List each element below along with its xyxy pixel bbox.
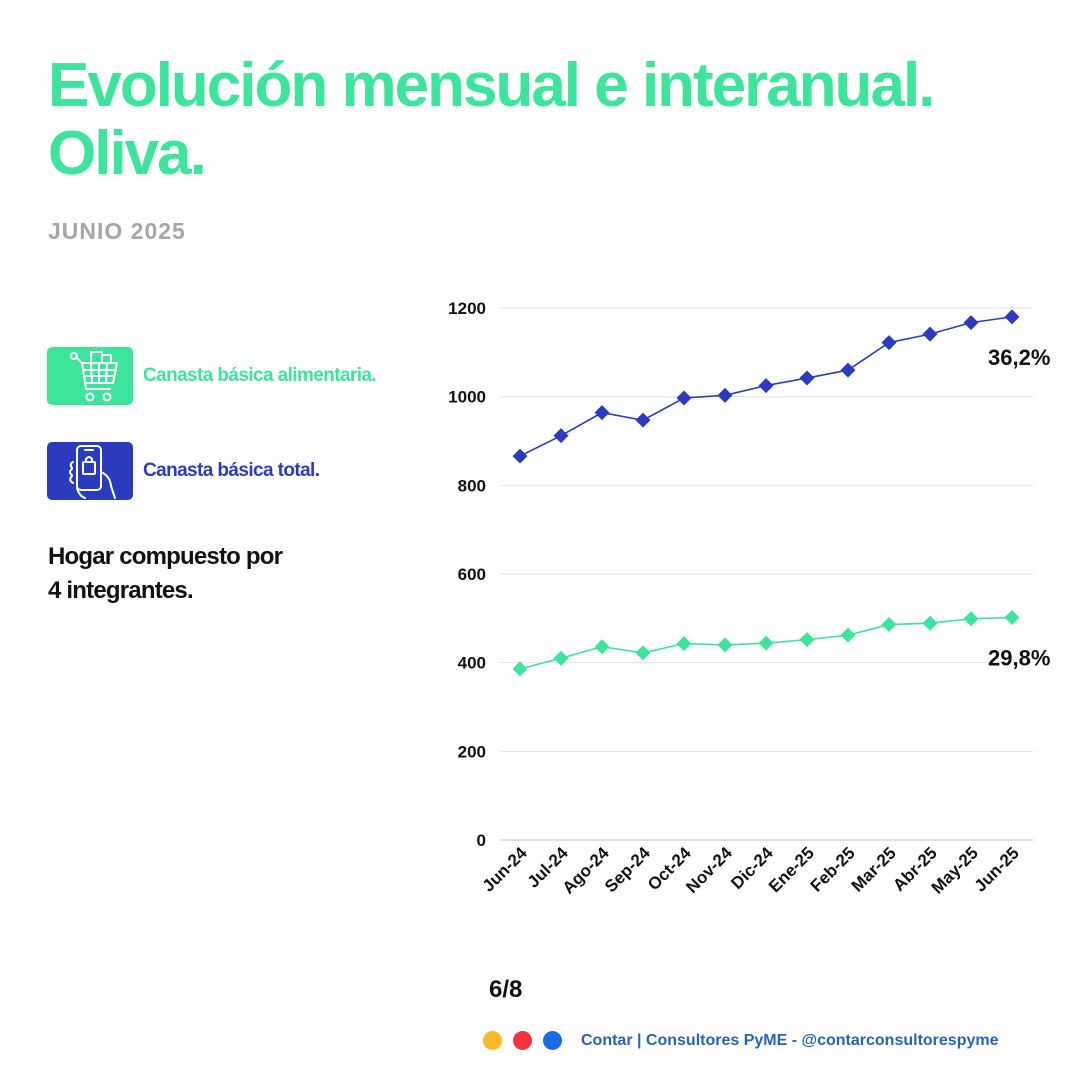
- phone-shopping-bag-icon: [47, 442, 133, 500]
- end-label-cba: 29,8%: [988, 645, 1050, 670]
- data-point-cba: [963, 611, 979, 627]
- household-note-line-2: 4 integrantes.: [48, 577, 194, 604]
- footer: Contar | Consultores PyME - @contarconsu…: [483, 1031, 998, 1050]
- x-tick-label: Jun-25: [971, 843, 1023, 895]
- legend-label-cba: Canasta básica alimentaria.: [143, 365, 377, 386]
- data-point-cbt: [840, 362, 856, 378]
- subtitle: JUNIO 2025: [48, 218, 186, 244]
- data-point-cbt: [553, 428, 569, 444]
- end-label-cbt: 36,2%: [988, 345, 1050, 370]
- data-point-cba: [635, 645, 651, 661]
- data-point-cba: [553, 650, 569, 666]
- yellow-dot-icon: [483, 1031, 502, 1050]
- data-point-cbt: [881, 335, 897, 351]
- data-point-cba: [758, 635, 774, 651]
- x-tick-label: Nov-24: [682, 843, 736, 897]
- data-point-cbt: [758, 378, 774, 394]
- legend-item-cbt: Canasta básica total.: [47, 442, 320, 500]
- page-number: 6/8: [489, 976, 523, 1003]
- legend-item-cba: Canasta básica alimentaria.: [47, 347, 377, 405]
- data-point-cba: [840, 627, 856, 643]
- y-tick-label: 800: [458, 476, 486, 495]
- data-point-cbt: [1004, 309, 1020, 325]
- footer-credit: Contar | Consultores PyME - @contarconsu…: [581, 1031, 999, 1049]
- y-tick-label: 200: [458, 742, 486, 761]
- x-tick-label: Ene-25: [765, 843, 818, 896]
- data-point-cbt: [635, 412, 651, 428]
- data-point-cbt: [512, 448, 528, 464]
- title-line-2: Oliva.: [48, 119, 207, 188]
- red-dot-icon: [513, 1031, 532, 1050]
- data-point-cba: [512, 661, 528, 677]
- data-point-cbt: [717, 387, 733, 403]
- x-tick-label: Ago-24: [559, 843, 614, 898]
- data-point-cbt: [799, 370, 815, 386]
- x-tick-label: Sep-24: [601, 843, 654, 896]
- data-point-cbt: [676, 390, 692, 406]
- y-tick-label: 400: [458, 654, 486, 673]
- data-point-cba: [881, 617, 897, 633]
- y-tick-label: 1200: [448, 299, 486, 318]
- data-point-cbt: [594, 405, 610, 421]
- data-point-cba: [799, 632, 815, 648]
- legend-label-cbt: Canasta básica total.: [143, 460, 320, 481]
- household-note-line-1: Hogar compuesto por: [48, 543, 283, 570]
- data-point-cba: [1004, 609, 1020, 625]
- y-tick-label: 1000: [448, 388, 486, 407]
- data-point-cba: [717, 637, 733, 653]
- title-line-1: Evolución mensual e interanual.: [48, 51, 935, 120]
- data-point-cba: [676, 636, 692, 652]
- y-tick-label: 600: [458, 565, 486, 584]
- page-title: Evolución mensual e interanual. Oliva.: [48, 52, 1048, 188]
- blue-dot-icon: [543, 1031, 562, 1050]
- data-point-cba: [594, 639, 610, 655]
- shopping-cart-icon: [47, 347, 133, 405]
- x-tick-label: Mar-25: [848, 843, 900, 895]
- data-point-cbt: [963, 315, 979, 331]
- x-tick-label: Jun-24: [479, 843, 532, 896]
- x-tick-label: Feb-25: [807, 843, 859, 895]
- household-note: Hogar compuesto por 4 integrantes.: [48, 540, 283, 608]
- data-point-cba: [922, 615, 938, 631]
- y-tick-label: 0: [477, 831, 486, 850]
- data-point-cbt: [922, 326, 938, 342]
- x-tick-label: May-25: [928, 843, 982, 897]
